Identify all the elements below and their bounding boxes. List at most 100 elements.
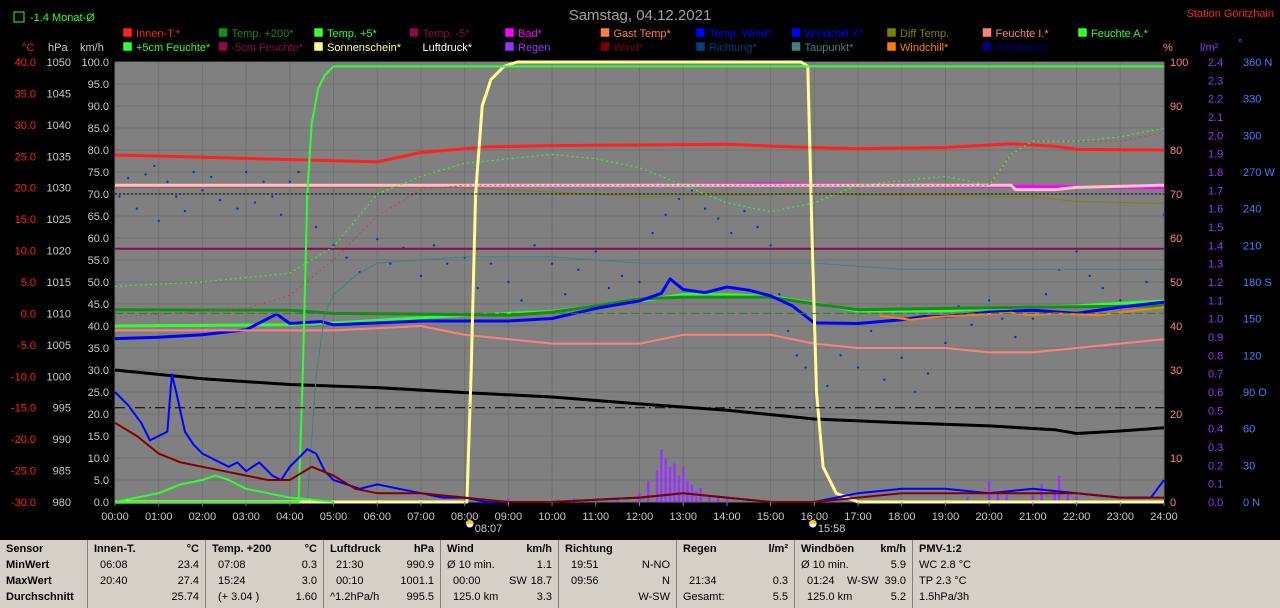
axis-unit-direction: ° xyxy=(1238,38,1242,50)
stats-max-label: MaxWert xyxy=(6,575,52,587)
stats-regen-avg-label: Gesamt: xyxy=(683,591,725,603)
x-tick-label: 15:00 xyxy=(757,511,785,523)
stats-luftdruck-head: Luftdruck xyxy=(330,543,381,555)
direction-point xyxy=(664,213,667,216)
direction-point xyxy=(826,384,829,388)
stats-windboeen-max-time: 01:24 xyxy=(807,575,835,587)
tick-label-rain: 0.1 xyxy=(1208,479,1223,491)
tick-label-rain: 0.2 xyxy=(1208,460,1223,472)
tick-label-wind: 60.0 xyxy=(88,233,109,245)
stats-luftdruck-max-time: 00:10 xyxy=(336,575,364,587)
tick-label-direction: 120 xyxy=(1243,350,1261,362)
stats-richtung-max: N xyxy=(662,575,670,587)
tick-label-wind: 35.0 xyxy=(88,343,109,355)
stats-temp200-avg: 1.60 xyxy=(295,591,317,603)
legend-label: Temp. +5* xyxy=(327,28,378,40)
tick-label-pressure: 1030 xyxy=(47,183,71,195)
x-tick-label: 13:00 xyxy=(669,511,697,523)
x-tick-label: 02:00 xyxy=(189,511,217,523)
legend-swatch xyxy=(982,27,992,38)
series-line-feuchte-a- xyxy=(115,183,1165,192)
tick-label-rain: 0.5 xyxy=(1208,405,1223,417)
rain-bar xyxy=(664,458,667,502)
legend-swatch xyxy=(313,41,324,52)
tick-label-rain: 0.4 xyxy=(1208,424,1223,436)
x-axis: 00:00 01:00 02:00 03:00 04:00 05:00 06:00 07:00… xyxy=(101,502,1178,535)
stats-avg-label: Durchschnitt xyxy=(6,591,74,603)
direction-point xyxy=(279,213,283,216)
x-tick-label: 22:00 xyxy=(1063,511,1091,523)
tick-label-percent: 80 xyxy=(1170,145,1182,157)
stats-wind-min: 1.1 xyxy=(536,559,552,571)
tick-label-temp: 5.0 xyxy=(21,277,36,289)
legend-swatch xyxy=(409,41,419,52)
direction-point xyxy=(944,341,947,345)
direction-point xyxy=(419,274,423,278)
series-line-luftdruck- xyxy=(114,368,1165,435)
sunrise-label: 08:07 xyxy=(475,523,503,535)
direction-point xyxy=(314,225,318,229)
direction-point xyxy=(743,209,746,213)
x-tick-label: 00:00 xyxy=(101,511,129,523)
legend-swatch xyxy=(791,41,801,52)
stats-regen-max: 0.3 xyxy=(772,575,788,587)
stats-richtung-head: Richtung xyxy=(565,543,613,555)
direction-point xyxy=(144,173,147,176)
legend: Innen-T.* Temp. +200* Temp. +5* Temp. -5* Ba… xyxy=(122,27,1149,54)
rain-bar xyxy=(686,480,689,502)
tick-label-rain: 1.7 xyxy=(1208,185,1223,197)
direction-point xyxy=(1014,335,1017,339)
direction-point xyxy=(507,280,510,284)
direction-point xyxy=(769,244,772,247)
tick-label-rain: 1.2 xyxy=(1208,277,1223,289)
series-line-taupunkt- xyxy=(306,256,1164,503)
direction-point xyxy=(489,262,493,265)
tick-label-percent: 30 xyxy=(1170,365,1182,377)
legend-label: Feuchte A.* xyxy=(1091,28,1149,40)
tick-label-pressure: 980 xyxy=(53,497,71,509)
direction-point xyxy=(376,238,379,241)
rain-bar xyxy=(668,466,672,502)
rain-bar xyxy=(673,463,676,502)
direction-point xyxy=(786,329,790,333)
stats-pmv-line2: TP 2.3 °C xyxy=(919,575,967,587)
legend-swatch xyxy=(504,41,515,52)
stats-wind-unit: km/h xyxy=(526,543,552,555)
tick-label-temp: 40.0 xyxy=(15,57,36,69)
tick-label-direction: 270 W xyxy=(1243,167,1275,179)
direction-point xyxy=(677,197,681,201)
tick-label-percent: 70 xyxy=(1170,189,1182,201)
tick-label-wind: 85.0 xyxy=(88,123,109,135)
tick-label-direction: 360 N xyxy=(1243,57,1272,69)
direction-point xyxy=(1044,293,1048,296)
x-tick-label: 09:00 xyxy=(495,511,523,523)
stats-regen-max-time: 21:34 xyxy=(689,575,717,587)
tick-label-percent: 50 xyxy=(1170,277,1182,289)
direction-point xyxy=(201,189,204,192)
station-name: Station Göritzhain xyxy=(1187,8,1274,20)
tick-label-percent: 90 xyxy=(1170,101,1182,113)
direction-point xyxy=(209,175,213,179)
tick-label-temp: -30.0 xyxy=(11,497,36,509)
tick-label-rain: 0.6 xyxy=(1208,387,1223,399)
rain-bar xyxy=(725,498,729,502)
tick-label-pressure: 1045 xyxy=(47,88,71,100)
stats-luftdruck-avg-note: ^1.2hPa/h xyxy=(330,591,380,603)
x-tick-label: 14:00 xyxy=(713,511,741,523)
legend-swatch xyxy=(218,27,228,38)
direction-point xyxy=(135,207,139,210)
tick-label-rain: 0.8 xyxy=(1208,350,1223,362)
tick-label-direction: 90 O xyxy=(1243,387,1267,399)
tick-label-rain: 2.3 xyxy=(1208,75,1223,87)
stats-regen-avg: 5.5 xyxy=(772,591,788,603)
stats-temp200-max: 3.0 xyxy=(301,575,317,587)
stats-luftdruck-min-time: 21:30 xyxy=(336,559,364,571)
x-tick-label: 01:00 xyxy=(145,511,173,523)
rain-bar xyxy=(1057,475,1061,502)
direction-point xyxy=(476,286,479,290)
tick-label-temp: -15.0 xyxy=(11,403,36,415)
legend-swatch xyxy=(791,27,801,38)
legend-swatch xyxy=(409,27,419,38)
rain-bar xyxy=(655,470,659,502)
tick-label-temp: 15.0 xyxy=(15,214,36,226)
